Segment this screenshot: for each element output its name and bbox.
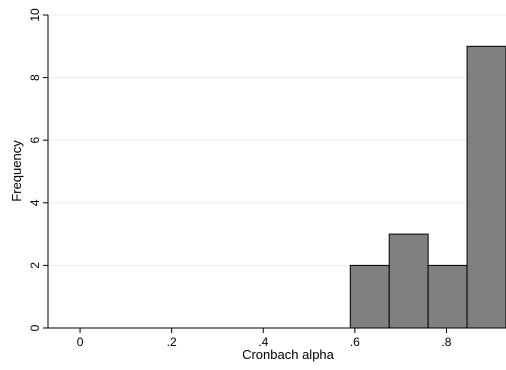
y-tick-label: 10: [28, 8, 42, 22]
x-tick-label: .6: [350, 335, 360, 349]
x-tick-label: .8: [441, 335, 451, 349]
axes: [47, 15, 506, 329]
histogram-bar: [349, 264, 390, 329]
x-tick-label: .2: [167, 335, 177, 349]
y-tick-label: 0: [28, 324, 42, 331]
y-tick-label: 8: [28, 74, 42, 81]
histogram-bar: [388, 233, 429, 329]
x-tick-label: 0: [77, 335, 84, 349]
histogram-bar: [427, 264, 468, 329]
y-tick-label: 4: [28, 199, 42, 206]
x-axis-title: Cronbach alpha: [242, 347, 335, 362]
bars: [349, 45, 506, 329]
x-tick-label: .4: [258, 335, 268, 349]
histogram-bar: [466, 45, 506, 329]
y-axis-title: Frequency: [9, 140, 24, 202]
grid-lines: [48, 14, 506, 266]
y-tick-label: 2: [28, 262, 42, 269]
y-tick-label: 6: [28, 137, 42, 144]
ticks: 0 2 4 6 8 10 0 .2 .4 .6 .8: [28, 8, 452, 349]
